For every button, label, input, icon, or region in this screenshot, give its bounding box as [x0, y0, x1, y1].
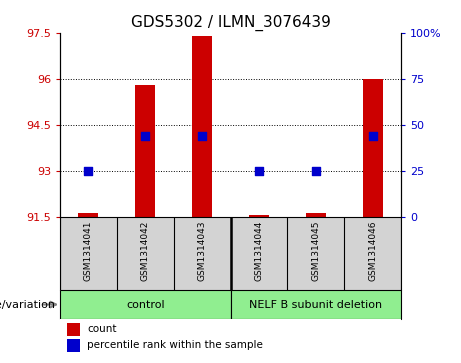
Bar — [249, 215, 269, 217]
FancyBboxPatch shape — [60, 290, 230, 319]
Point — [255, 168, 263, 174]
Bar — [306, 213, 326, 217]
Point — [312, 168, 319, 174]
Point — [369, 133, 376, 139]
Text: NELF B subunit deletion: NELF B subunit deletion — [249, 299, 382, 310]
Bar — [78, 213, 98, 217]
Text: percentile rank within the sample: percentile rank within the sample — [87, 340, 263, 350]
FancyBboxPatch shape — [230, 290, 401, 319]
Text: GSM1314042: GSM1314042 — [141, 220, 150, 281]
Text: GSM1314046: GSM1314046 — [368, 220, 377, 281]
Bar — [67, 323, 80, 335]
Point — [198, 133, 206, 139]
Text: GSM1314041: GSM1314041 — [84, 220, 93, 281]
Bar — [363, 79, 383, 217]
Text: count: count — [87, 324, 117, 334]
Title: GDS5302 / ILMN_3076439: GDS5302 / ILMN_3076439 — [130, 15, 331, 31]
Bar — [67, 339, 80, 352]
Bar — [192, 36, 212, 217]
Text: GSM1314043: GSM1314043 — [198, 220, 207, 281]
Point — [85, 168, 92, 174]
Text: GSM1314044: GSM1314044 — [254, 220, 263, 281]
Text: genotype/variation: genotype/variation — [0, 299, 55, 310]
Bar — [135, 85, 155, 217]
Text: control: control — [126, 299, 165, 310]
Text: GSM1314045: GSM1314045 — [311, 220, 320, 281]
Point — [142, 133, 149, 139]
